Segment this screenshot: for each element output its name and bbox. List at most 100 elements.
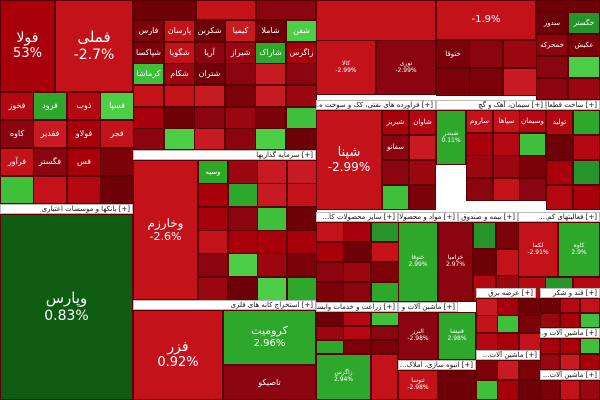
stock-tile[interactable]: [133, 128, 164, 150]
stock-tile[interactable]: [469, 40, 503, 68]
stock-tile[interactable]: [343, 262, 371, 282]
stock-tile[interactable]: شاراک: [255, 42, 286, 64]
stock-tile[interactable]: [580, 354, 600, 370]
stock-tile[interactable]: [497, 360, 519, 380]
stock-tile[interactable]: [228, 207, 258, 231]
stock-tile[interactable]: زاگرس 2.94%: [316, 354, 371, 400]
stock-tile[interactable]: [371, 354, 398, 400]
stock-tile[interactable]: کرماشا: [133, 63, 164, 85]
stock-tile[interactable]: فقدیر: [33, 120, 67, 148]
stock-tile[interactable]: [466, 133, 493, 156]
stock-tile[interactable]: [255, 128, 286, 150]
stock-tile[interactable]: [573, 110, 600, 135]
sector-header[interactable]: [+] قند و شکر: [540, 288, 600, 298]
stock-tile[interactable]: [257, 207, 287, 231]
stock-tile[interactable]: [540, 298, 560, 313]
stock-tile[interactable]: فرود: [33, 92, 67, 120]
stock-tile[interactable]: [497, 315, 519, 333]
stock-tile[interactable]: [568, 78, 600, 100]
big-tile-fameli[interactable]: فملی -2.7%: [55, 0, 133, 92]
stock-tile[interactable]: ختوقا 2.99%: [398, 222, 438, 302]
stock-tile[interactable]: [371, 222, 399, 242]
stock-tile[interactable]: [493, 155, 520, 178]
stock-tile[interactable]: [519, 380, 541, 400]
stock-tile[interactable]: خگستر: [568, 12, 600, 34]
stock-tile[interactable]: [257, 160, 287, 184]
stock-tile[interactable]: شگویا: [164, 42, 195, 64]
stock-tile[interactable]: سپاها: [493, 110, 520, 133]
stock-tile[interactable]: [33, 176, 67, 204]
stock-tile[interactable]: [286, 107, 317, 129]
stock-tile[interactable]: [568, 56, 600, 78]
sector-header[interactable]: [+] عرضه برق: [476, 288, 536, 298]
stock-tile[interactable]: ختوقا: [436, 40, 470, 68]
stock-tile[interactable]: البرز -2.98%: [398, 312, 438, 360]
stock-tile[interactable]: [316, 242, 344, 262]
stock-tile[interactable]: [540, 338, 560, 354]
stock-tile[interactable]: [409, 160, 436, 185]
stock-tile[interactable]: [286, 63, 317, 85]
stock-tile[interactable]: [196, 0, 256, 20]
stock-tile[interactable]: [493, 133, 520, 156]
stock-tile[interactable]: شپاکسا: [133, 42, 164, 64]
stock-tile[interactable]: [466, 155, 493, 178]
stock-tile[interactable]: [536, 56, 568, 78]
stock-tile[interactable]: [573, 160, 600, 185]
stock-tile[interactable]: [316, 262, 344, 282]
stock-tile[interactable]: [343, 326, 371, 340]
stock-tile[interactable]: [316, 340, 344, 354]
stock-tile[interactable]: ذوب: [67, 92, 101, 120]
sector-header[interactable]: [+] مواد و محصولات دار...: [398, 212, 458, 222]
stock-tile[interactable]: [225, 128, 256, 150]
stock-tile[interactable]: [255, 85, 286, 107]
stock-tile[interactable]: [255, 107, 286, 129]
sector-header[interactable]: [+] فعالیتهای کم...: [518, 212, 600, 222]
stock-tile[interactable]: زاگرس: [286, 42, 317, 64]
stock-tile[interactable]: سفانو: [382, 135, 409, 160]
stock-tile[interactable]: [560, 354, 580, 370]
stock-tile[interactable]: [256, 0, 316, 20]
stock-tile[interactable]: شبندر 0.11%: [436, 110, 466, 165]
stock-tile[interactable]: وسپه: [198, 160, 228, 184]
stock-tile[interactable]: [540, 380, 560, 400]
stock-tile[interactable]: [343, 242, 371, 262]
stock-tile[interactable]: [560, 298, 580, 313]
stock-tile[interactable]: [382, 160, 409, 185]
stock-tile[interactable]: [133, 85, 164, 107]
stock-tile[interactable]: [257, 183, 287, 207]
stock-tile[interactable]: [497, 380, 519, 400]
stock-tile[interactable]: کاوه 2.9%: [558, 222, 600, 277]
sector-header[interactable]: [+] ساخت قطعات: [546, 100, 600, 110]
stock-tile[interactable]: [503, 68, 537, 96]
stock-tile[interactable]: [228, 230, 258, 254]
stock-tile[interactable]: عکیش: [568, 34, 600, 56]
stock-tile[interactable]: آریا: [194, 42, 225, 64]
stock-tile[interactable]: کیمیا: [225, 20, 256, 42]
sector-header[interactable]: [+] سرمایه گذاریها: [133, 150, 316, 160]
stock-tile[interactable]: [228, 160, 258, 184]
stock-tile[interactable]: نوری -2.99%: [376, 40, 436, 95]
stock-tile[interactable]: [546, 185, 573, 210]
big-tile-shepna[interactable]: شپنا -2.99%: [316, 110, 382, 210]
stock-tile[interactable]: [287, 253, 317, 277]
stock-tile[interactable]: [133, 107, 164, 129]
big-tile-auto[interactable]: -1.9%: [436, 0, 536, 40]
stock-tile[interactable]: شبریز: [382, 110, 409, 135]
sector-header[interactable]: [+] زراعت و خدمات وابسته: [316, 302, 398, 312]
stock-tile[interactable]: [228, 183, 258, 207]
stock-tile[interactable]: [536, 78, 568, 100]
stock-tile[interactable]: [316, 312, 344, 326]
stock-tile[interactable]: [519, 298, 541, 316]
stock-tile[interactable]: فارس: [133, 20, 164, 42]
stock-tile[interactable]: قنیشا 2.98%: [438, 312, 476, 360]
stock-tile[interactable]: [164, 85, 195, 107]
stock-tile[interactable]: [343, 340, 371, 354]
stock-tile[interactable]: فگستر: [33, 148, 67, 176]
sector-header[interactable]: [+] ماشین آلات...: [476, 350, 540, 360]
stock-tile[interactable]: [287, 230, 317, 254]
stock-tile[interactable]: ثنوسا -2.98%: [398, 370, 438, 400]
big-tile-folad[interactable]: فولا 53%: [0, 0, 55, 92]
stock-tile[interactable]: پارسان: [164, 20, 195, 42]
stock-tile[interactable]: [371, 340, 399, 354]
stock-tile[interactable]: [469, 68, 503, 96]
